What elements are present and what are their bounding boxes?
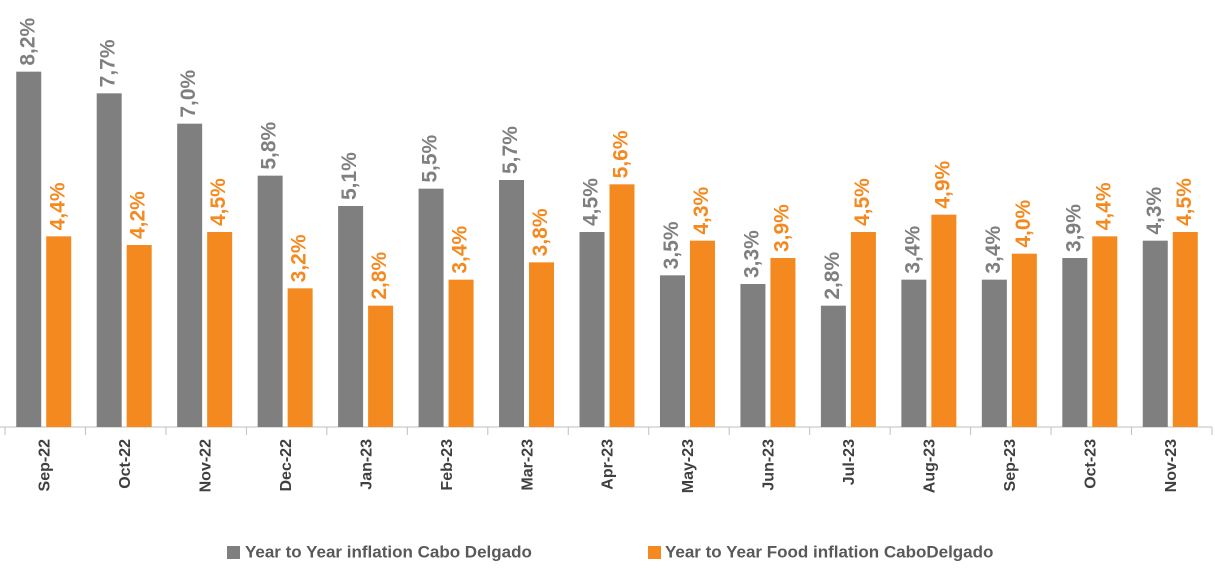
value-label: 3,9% <box>1062 204 1085 252</box>
value-label: 4,9% <box>931 160 954 208</box>
bar <box>448 279 474 427</box>
value-label: 3,4% <box>982 225 1005 273</box>
value-label: 2,8% <box>368 251 391 299</box>
value-label: 5,1% <box>338 152 361 200</box>
bar <box>820 305 846 427</box>
x-tick-label: Jun-23 <box>761 439 778 491</box>
x-tick-label: Apr-23 <box>600 439 617 490</box>
value-label: 4,4% <box>46 182 69 230</box>
bar <box>931 214 957 427</box>
bar <box>659 275 685 427</box>
value-label: 2,8% <box>821 251 844 299</box>
x-tick-label: Sep-23 <box>1002 439 1019 492</box>
value-label: 3,3% <box>740 230 763 278</box>
bar <box>287 288 313 427</box>
x-tick-label: Feb-23 <box>439 439 456 491</box>
value-label: 3,4% <box>449 225 472 273</box>
value-label: 4,5% <box>1173 178 1196 226</box>
bar <box>46 236 72 427</box>
bar <box>579 232 605 427</box>
x-tick-label: Nov-23 <box>1163 439 1180 492</box>
bar <box>1142 240 1168 427</box>
value-label: 4,4% <box>1092 182 1115 230</box>
value-label: 4,3% <box>690 186 713 234</box>
value-label: 3,5% <box>660 221 683 269</box>
bar <box>901 279 927 427</box>
value-label: 8,2% <box>16 17 39 65</box>
value-label: 4,5% <box>851 178 874 226</box>
legend-swatch <box>648 546 661 559</box>
value-label: 4,5% <box>207 178 230 226</box>
x-tick-label: Sep-22 <box>36 439 53 492</box>
legend-label: Year to Year Food inflation CaboDelgado <box>665 542 993 561</box>
value-label: 4,3% <box>1143 186 1166 234</box>
bar <box>177 123 203 428</box>
bar <box>1062 258 1088 427</box>
x-tick-label: Jan-23 <box>358 439 375 490</box>
legend-swatch <box>227 546 240 559</box>
bar <box>609 184 635 427</box>
x-tick-label: Oct-22 <box>117 439 134 489</box>
legend-label: Year to Year inflation Cabo Delgado <box>245 542 532 561</box>
value-label: 3,8% <box>529 208 552 256</box>
x-tick-label: Dec-22 <box>278 439 295 492</box>
x-tick-label: May-23 <box>680 439 697 493</box>
value-label: 4,5% <box>580 178 603 226</box>
x-tick-label: Nov-22 <box>197 439 214 492</box>
bar <box>1172 232 1198 427</box>
value-label: 4,0% <box>1012 199 1035 247</box>
value-label: 3,9% <box>770 204 793 252</box>
x-tick-label: Aug-23 <box>922 439 939 493</box>
bar <box>96 93 122 427</box>
value-label: 7,7% <box>97 39 120 87</box>
bar <box>1011 253 1037 427</box>
bar <box>257 175 283 427</box>
bar <box>740 284 766 427</box>
value-label: 5,6% <box>610 130 633 178</box>
bar <box>529 262 555 427</box>
bar <box>1092 236 1118 427</box>
value-label: 7,0% <box>177 69 200 117</box>
value-label: 4,2% <box>127 191 150 239</box>
value-label: 5,5% <box>419 134 442 182</box>
bar <box>981 279 1007 427</box>
x-tick-label: Oct-23 <box>1083 439 1100 489</box>
bar <box>499 180 525 427</box>
bar <box>770 258 796 427</box>
bar <box>368 305 394 427</box>
bar <box>207 232 233 427</box>
value-label: 5,7% <box>499 126 522 174</box>
value-label: 3,2% <box>288 234 311 282</box>
bar <box>689 240 715 427</box>
bar <box>126 245 152 427</box>
x-tick-label: Jul-23 <box>841 439 858 485</box>
value-label: 3,4% <box>901 225 924 273</box>
bar <box>418 188 444 427</box>
bar <box>16 71 42 428</box>
bar <box>338 206 364 427</box>
value-label: 5,8% <box>258 121 281 169</box>
bar <box>850 232 876 427</box>
x-tick-label: Mar-23 <box>519 439 536 491</box>
